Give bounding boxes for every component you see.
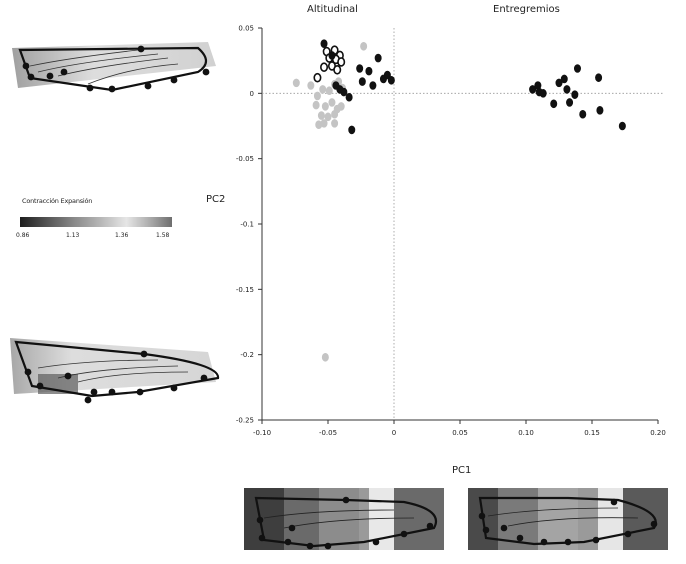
legend-title: Contracción Expansión [22, 197, 93, 205]
data-point [560, 74, 568, 84]
data-point [319, 85, 327, 94]
data-point [374, 53, 382, 63]
data-point [317, 111, 325, 120]
legend-tick: 1.13 [66, 232, 80, 239]
data-point [321, 352, 329, 362]
data-point [337, 57, 346, 67]
x-tick-label: 0.20 [650, 429, 666, 437]
y-tick-label: -0.25 [236, 417, 254, 425]
wing-grid-pc1-positive [468, 488, 668, 550]
data-point [320, 62, 329, 73]
data-point [337, 102, 345, 111]
legend-colorbar [20, 217, 172, 227]
y-tick-label: -0.15 [236, 286, 254, 294]
y-tick-label: 0.05 [238, 25, 254, 33]
data-point [321, 102, 329, 111]
legend-tick: 1.58 [156, 232, 170, 239]
data-point [550, 99, 558, 109]
x-tick-label: -0.10 [253, 429, 271, 437]
y-tick-label: -0.1 [240, 221, 254, 229]
title-altitudinal: Altitudinal [307, 4, 358, 15]
y-tick-label: -0.2 [240, 351, 254, 359]
data-point [331, 109, 339, 119]
y-tick-label: 0 [250, 90, 254, 98]
data-point [331, 119, 339, 128]
data-point [595, 73, 603, 82]
title-entregremios: Entregremios [493, 4, 560, 15]
data-point [348, 125, 356, 135]
data-point [573, 64, 581, 73]
x-tick-label: -0.05 [319, 429, 337, 437]
data-point [365, 66, 373, 76]
data-point [312, 100, 320, 110]
x-tick-label: 0.05 [452, 429, 468, 437]
data-point [571, 90, 579, 99]
data-point [324, 112, 332, 122]
data-point [360, 41, 368, 51]
data-point [313, 72, 322, 83]
data-point [563, 85, 571, 94]
data-point [320, 119, 328, 128]
data-point [566, 98, 574, 107]
data-point [618, 121, 626, 131]
data-point [539, 89, 547, 98]
data-point [345, 92, 353, 102]
data-point [325, 86, 333, 96]
data-point [292, 78, 300, 88]
data-point [328, 98, 336, 107]
y-axis-label: PC2 [206, 194, 226, 205]
wing-grid-pc2-negative [10, 338, 220, 404]
data-point [333, 65, 342, 75]
data-point [529, 85, 537, 94]
x-tick-label: 0 [392, 429, 396, 437]
legend-tick: 0.86 [16, 232, 30, 239]
data-point [596, 106, 604, 115]
x-axis-label: PC1 [452, 465, 472, 476]
data-point [307, 81, 315, 90]
data-point [328, 51, 336, 60]
data-point [356, 64, 364, 73]
x-tick-label: 0.15 [584, 429, 600, 437]
wing-grid-pc1-negative [244, 488, 444, 550]
data-point [358, 77, 366, 86]
x-tick-label: 0.10 [518, 429, 534, 437]
data-point [555, 78, 563, 88]
data-point [320, 39, 328, 48]
wing-grid-pc2-positive [12, 42, 216, 93]
y-tick-label: -0.05 [236, 155, 254, 163]
data-point [313, 91, 321, 101]
data-point [369, 81, 377, 90]
data-point [579, 109, 587, 119]
legend-tick: 1.36 [115, 232, 129, 239]
pca-scatter-plot: -0.10 -0.05 0 0.05 0.10 0.15 0.20 0.05 0 -0.05 -0.… [236, 25, 666, 438]
data-point [332, 81, 340, 90]
legend-ticks: 0.86 1.13 1.36 1.58 [16, 232, 186, 242]
data-point [387, 75, 395, 85]
